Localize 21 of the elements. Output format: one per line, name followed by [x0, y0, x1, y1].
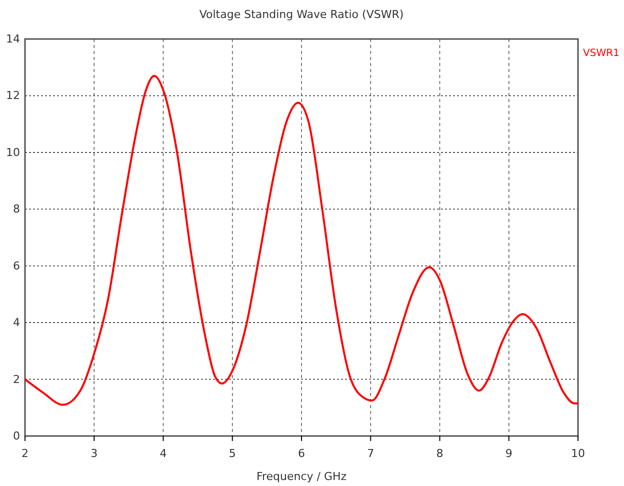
x-tick-label: 2: [22, 446, 28, 460]
x-tick-label: 8: [436, 446, 444, 460]
y-tick-label: 8: [13, 202, 20, 216]
x-tick-label: 5: [228, 446, 236, 460]
y-tick-label: 14: [6, 32, 20, 46]
x-tick-label: 9: [505, 446, 512, 460]
x-tick-label: 7: [367, 446, 374, 460]
text: VSWR1: [583, 48, 620, 59]
x-tick-label: 3: [90, 446, 98, 460]
line-series: [24, 74, 579, 406]
y-tick-label: 2: [13, 372, 20, 386]
x-axis-title: Frequency / GHz: [256, 470, 347, 483]
y-tick-label: 6: [13, 259, 20, 272]
x-tick-label: 4: [160, 446, 167, 460]
x-tick-label: 6: [298, 446, 305, 460]
y-tick-label: 4: [13, 316, 20, 330]
y-tick-label: 12: [6, 89, 20, 102]
chart-title: Voltage Standing Wave Ratio (VSWR): [199, 8, 404, 21]
y-tick-label: 0: [13, 430, 20, 443]
x-tick-label: 10: [571, 446, 585, 460]
y-tick-label: 10: [6, 146, 20, 159]
